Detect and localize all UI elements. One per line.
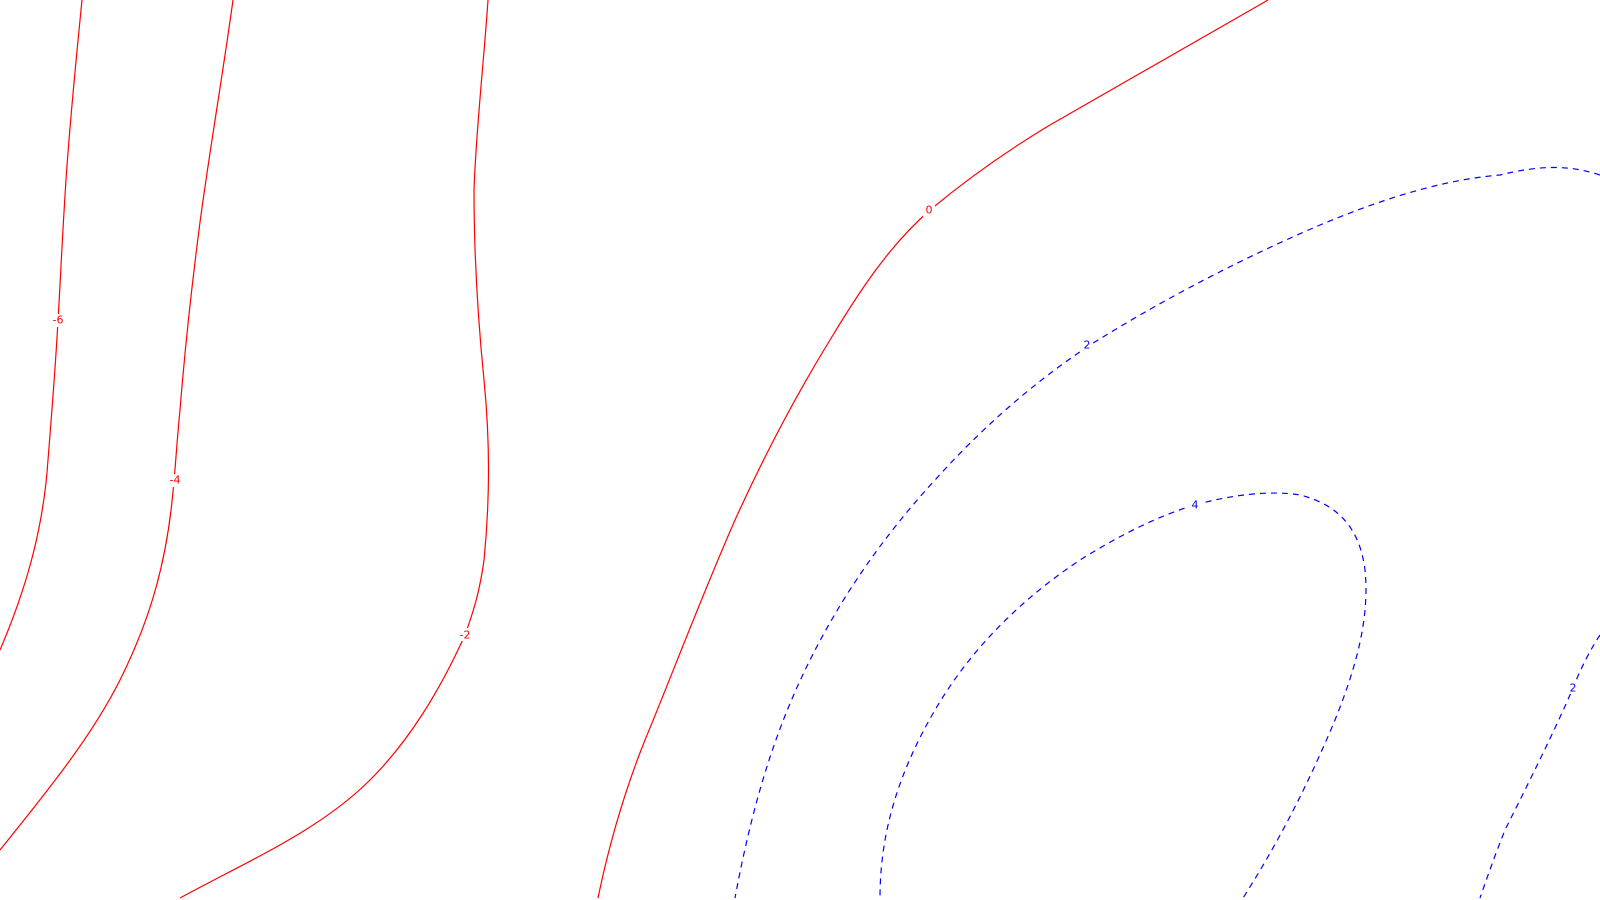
contour-label-neg4: -4: [170, 474, 181, 487]
contour-label-2b: 2: [1570, 682, 1577, 695]
contour-label-2a: 2: [1084, 339, 1091, 352]
contour-line-0: 0: [597, 0, 1269, 899]
contour-path-2b: [1479, 634, 1600, 899]
contour-line-4: 4: [879, 492, 1367, 899]
contour-path-0: [597, 0, 1269, 899]
contour-path-neg6: [0, 0, 83, 651]
contour-label-0: 0: [926, 204, 933, 217]
contour-label-neg2: -2: [460, 629, 471, 642]
contour-line-2b: 2: [1479, 634, 1600, 899]
contour-line-neg4: -4: [0, 0, 234, 851]
contour-line-neg2: -2: [179, 0, 490, 899]
contour-line-2a: 2: [734, 166, 1600, 899]
contour-line-neg6: -6: [0, 0, 83, 651]
contour-path-4: [879, 492, 1367, 899]
contour-path-neg4: [0, 0, 234, 851]
contour-label-4: 4: [1192, 499, 1199, 512]
contour-path-2a: [734, 166, 1600, 899]
contour-label-neg6: -6: [53, 314, 64, 327]
contour-path-neg2: [179, 0, 490, 899]
